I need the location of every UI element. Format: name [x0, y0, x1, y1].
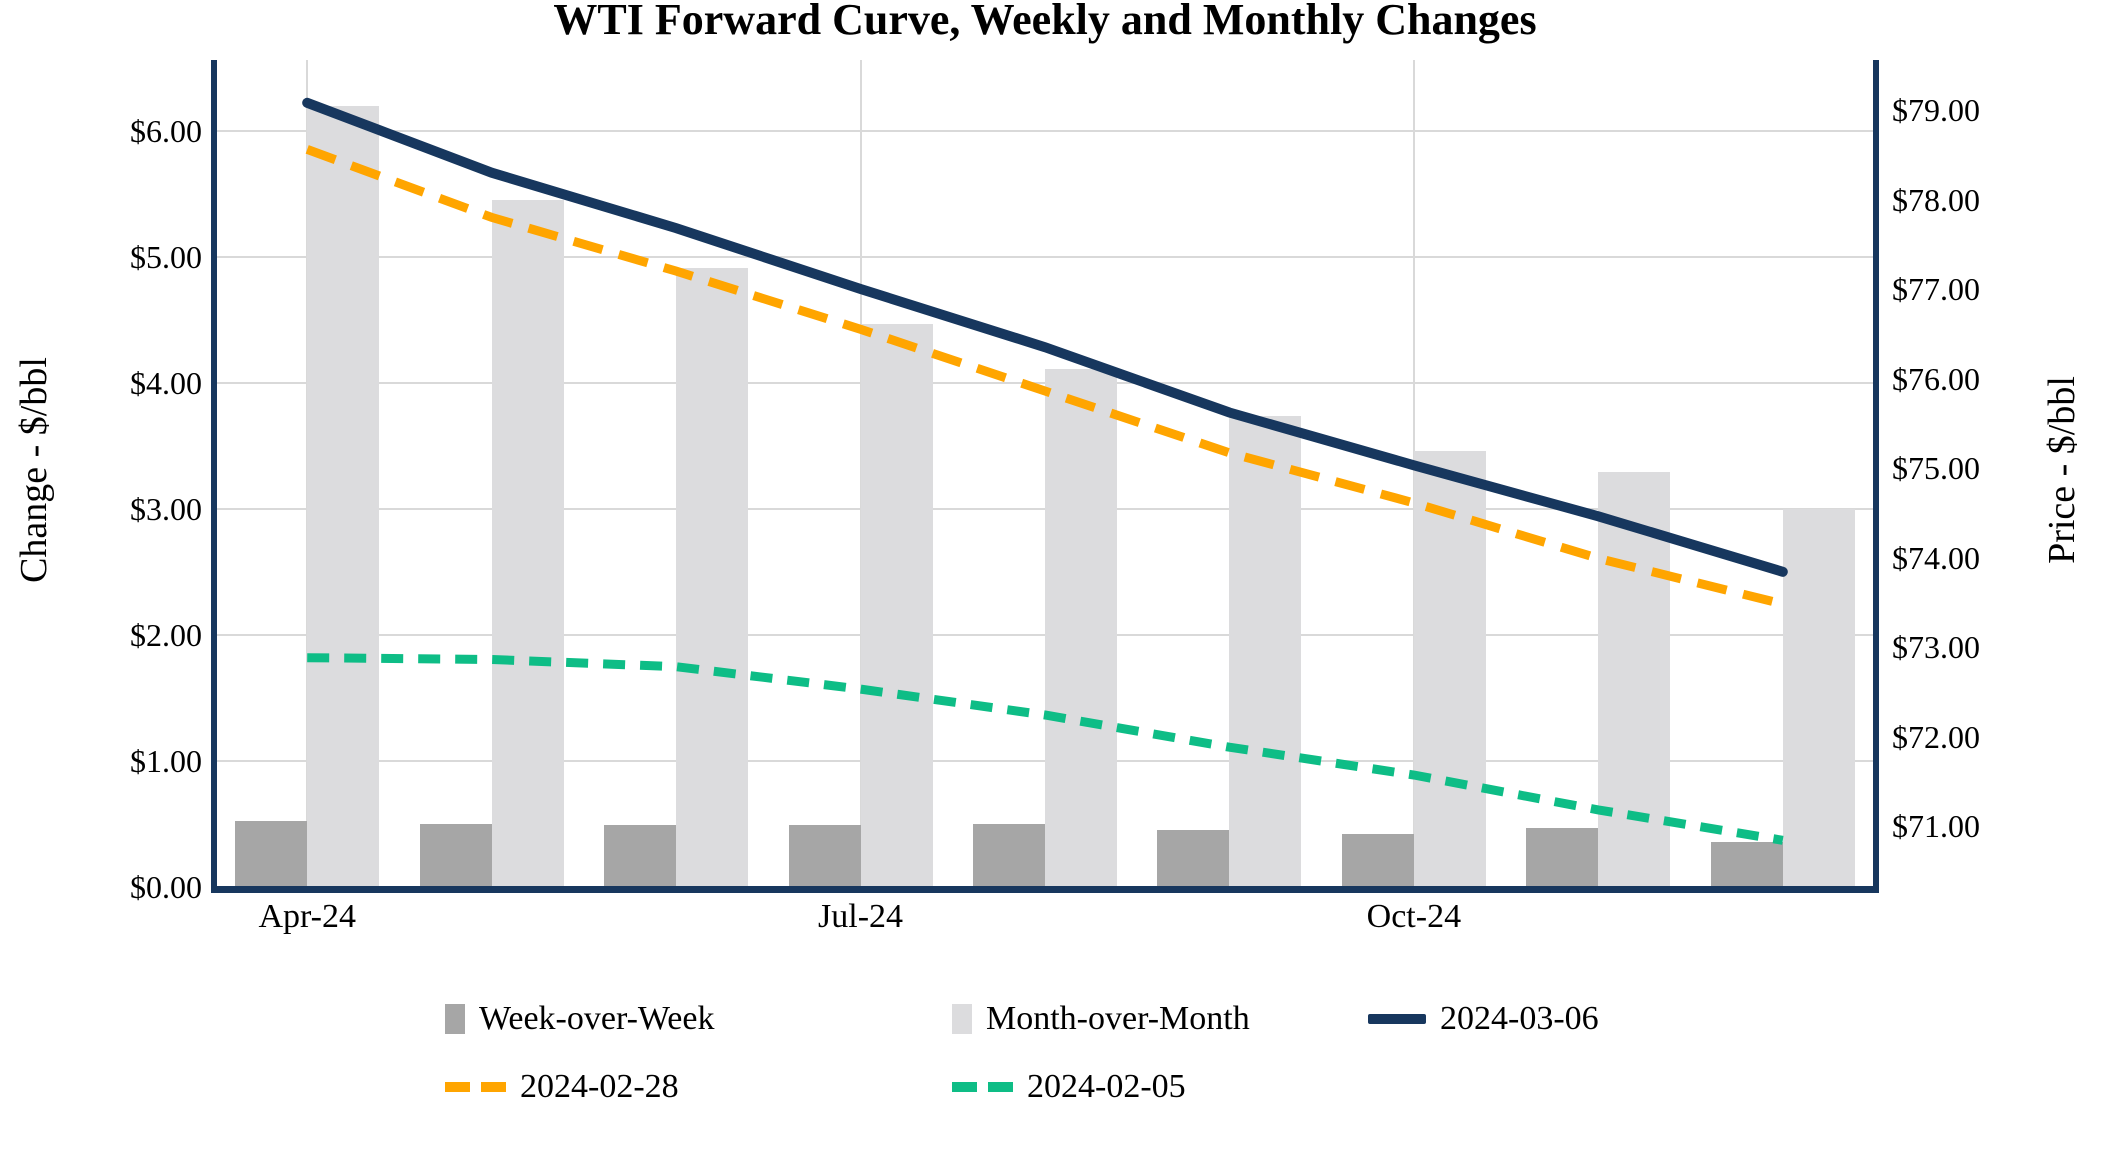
- legend-label: 2024-02-05: [1027, 1068, 1186, 1105]
- legend-item-week-over-week: Week-over-Week: [445, 1000, 714, 1038]
- legend-item-2024-02-05: 2024-02-05: [952, 1068, 1186, 1106]
- line-2024-03-06: [302, 97, 1788, 577]
- gridline-horizontal: [215, 256, 1875, 258]
- green-dash-swatch-icon: [952, 1082, 1013, 1092]
- bar-week-over-week: [604, 825, 677, 887]
- x-axis-tick-label: Apr-24: [258, 898, 356, 935]
- bar-week-over-week: [1526, 827, 1599, 887]
- bar-week-over-week: [973, 824, 1045, 887]
- month-over-month-swatch-icon: [952, 1004, 972, 1034]
- bar-month-over-month: [491, 200, 564, 887]
- y-right-tick-label: $77.00: [1892, 271, 1980, 307]
- line-2024-02-05: [307, 653, 1784, 845]
- bar-month-over-month: [676, 268, 749, 887]
- y-left-tick-label: $4.00: [130, 365, 202, 401]
- bar-month-over-month: [1229, 415, 1302, 887]
- x-axis-tick-label: Jul-24: [818, 898, 904, 935]
- bar-month-over-month: [1782, 509, 1855, 887]
- bar-week-over-week: [1341, 834, 1414, 887]
- bar-month-over-month: [1045, 369, 1117, 887]
- y-left-tick-label: $3.00: [130, 491, 202, 527]
- y-axis-line-right: [1873, 60, 1879, 893]
- x-axis-tick-label: Oct-24: [1366, 898, 1462, 935]
- y-right-tick-label: $73.00: [1892, 629, 1980, 665]
- x-axis-line: [211, 886, 1879, 893]
- y-right-tick-label: $76.00: [1892, 360, 1980, 397]
- bar-week-over-week: [419, 824, 492, 887]
- y-left-tick-label: $0.00: [130, 869, 202, 905]
- bar-week-over-week: [788, 825, 861, 887]
- legend-item-month-over-month: Month-over-Month: [952, 1000, 1250, 1038]
- legend-label: 2024-02-28: [520, 1068, 679, 1105]
- y-left-tick-label: $2.00: [130, 617, 202, 653]
- y-right-tick-label: $71.00: [1892, 808, 1980, 844]
- week-over-week-swatch-icon: [445, 1004, 465, 1034]
- y-right-tick-label: $79.00: [1892, 92, 1980, 128]
- legend-label: Week-over-Week: [479, 1000, 715, 1037]
- y-right-tick-label: $72.00: [1892, 718, 1980, 755]
- bar-month-over-month: [307, 105, 380, 887]
- y-axis-line-left: [211, 60, 217, 893]
- legend-label: 2024-03-06: [1440, 1000, 1599, 1037]
- y-left-tick-label: $5.00: [130, 239, 202, 275]
- legend-label: Month-over-Month: [986, 1000, 1250, 1037]
- bar-week-over-week: [1157, 830, 1230, 887]
- gridline-horizontal: [215, 130, 1875, 132]
- bar-week-over-week: [1710, 841, 1783, 887]
- y-right-tick-label: $75.00: [1892, 450, 1980, 486]
- legend-item-2024-02-28: 2024-02-28: [445, 1068, 679, 1106]
- bar-week-over-week: [235, 821, 308, 887]
- chart-title: WTI Forward Curve, Weekly and Monthly Ch…: [553, 0, 1537, 44]
- y-left-tick-label: $1.00: [130, 743, 202, 779]
- solid-line-swatch-icon: [1368, 1014, 1426, 1024]
- line-2024-02-28: [305, 145, 1784, 609]
- y-right-tick-label: $78.00: [1892, 181, 1980, 218]
- bar-month-over-month: [860, 323, 933, 887]
- orange-dash-swatch-icon: [445, 1082, 506, 1092]
- legend-item-2024-03-06: 2024-03-06: [1368, 1000, 1599, 1038]
- y-left-tick-label: $6.00: [130, 113, 202, 149]
- y-right-tick-label: $74.00: [1892, 539, 1980, 576]
